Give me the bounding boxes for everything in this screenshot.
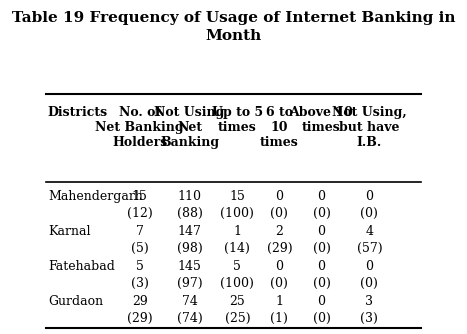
- Text: No. of
Net Banking
Holders: No. of Net Banking Holders: [95, 106, 184, 149]
- Text: 1: 1: [276, 295, 283, 308]
- Text: 5: 5: [234, 260, 241, 273]
- Text: 110: 110: [177, 189, 201, 202]
- Text: (29): (29): [267, 242, 292, 255]
- Text: 3: 3: [365, 295, 373, 308]
- Text: 0: 0: [276, 260, 283, 273]
- Text: 25: 25: [229, 295, 245, 308]
- Text: (0): (0): [312, 242, 331, 255]
- Text: (0): (0): [270, 277, 288, 290]
- Text: (100): (100): [220, 207, 254, 220]
- Text: 4: 4: [365, 225, 373, 237]
- Text: (12): (12): [127, 207, 153, 220]
- Text: 7: 7: [136, 225, 144, 237]
- Text: (0): (0): [312, 312, 331, 325]
- Text: Above 10
times: Above 10 times: [290, 106, 354, 134]
- Text: (97): (97): [177, 277, 202, 290]
- Text: (0): (0): [361, 277, 378, 290]
- Text: 0: 0: [365, 260, 373, 273]
- Text: 6 to
10
times: 6 to 10 times: [260, 106, 299, 149]
- Text: 0: 0: [276, 189, 283, 202]
- Text: (0): (0): [312, 207, 331, 220]
- Text: (5): (5): [131, 242, 149, 255]
- Text: 5: 5: [136, 260, 144, 273]
- Text: (3): (3): [361, 312, 378, 325]
- Text: (29): (29): [127, 312, 153, 325]
- Text: 147: 147: [177, 225, 201, 237]
- Text: Not Using
Net
Banking: Not Using Net Banking: [154, 106, 225, 149]
- Text: (0): (0): [270, 207, 288, 220]
- Text: 15: 15: [229, 189, 245, 202]
- Text: Up to 5
times: Up to 5 times: [212, 106, 263, 134]
- Text: Gurdaon: Gurdaon: [48, 295, 103, 308]
- Text: 1: 1: [234, 225, 241, 237]
- Text: 74: 74: [182, 295, 198, 308]
- Text: (14): (14): [224, 242, 250, 255]
- Text: (0): (0): [361, 207, 378, 220]
- Text: Not Using,
but have
I.B.: Not Using, but have I.B.: [332, 106, 407, 149]
- Text: (1): (1): [270, 312, 288, 325]
- Text: 15: 15: [132, 189, 148, 202]
- Text: Table 19 Frequency of Usage of Internet Banking in
Month: Table 19 Frequency of Usage of Internet …: [12, 11, 455, 43]
- Text: 29: 29: [132, 295, 148, 308]
- Text: (0): (0): [312, 277, 331, 290]
- Text: 0: 0: [318, 295, 325, 308]
- Text: Mahendergarh: Mahendergarh: [48, 189, 143, 202]
- Text: (25): (25): [225, 312, 250, 325]
- Text: 0: 0: [318, 225, 325, 237]
- Text: 2: 2: [276, 225, 283, 237]
- Text: (57): (57): [356, 242, 382, 255]
- Text: (88): (88): [177, 207, 202, 220]
- Text: (98): (98): [177, 242, 202, 255]
- Text: Fatehabad: Fatehabad: [48, 260, 115, 273]
- Text: (3): (3): [131, 277, 149, 290]
- Text: 0: 0: [365, 189, 373, 202]
- Text: (74): (74): [177, 312, 202, 325]
- Text: 0: 0: [318, 189, 325, 202]
- Text: (100): (100): [220, 277, 254, 290]
- Text: Districts: Districts: [48, 106, 108, 119]
- Text: 145: 145: [177, 260, 201, 273]
- Text: Karnal: Karnal: [48, 225, 91, 237]
- Text: 0: 0: [318, 260, 325, 273]
